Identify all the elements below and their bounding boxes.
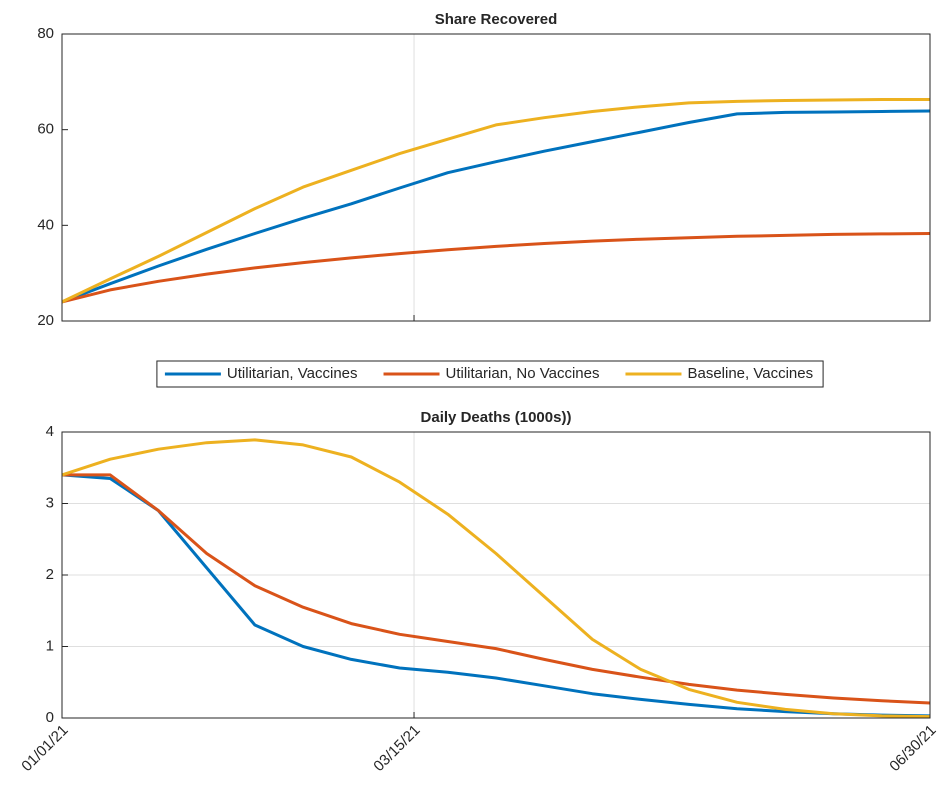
y-tick-label: 40: [37, 216, 54, 233]
chart-title: Share Recovered: [435, 11, 558, 28]
axes-box: [61, 33, 931, 322]
x-tick-label: 06/30/21: [886, 722, 939, 775]
axes-box: [61, 431, 931, 719]
legend-label: Utilitarian, No Vaccines: [446, 365, 600, 382]
series-line: [61, 109, 931, 304]
series-line: [61, 98, 930, 304]
chart-title: Daily Deaths (1000s)): [421, 409, 572, 426]
legend: Utilitarian, Vaccines Utilitarian, No Vac…: [156, 360, 824, 388]
y-tick-label: 60: [37, 121, 54, 138]
x-tick-label: 01/01/21: [18, 722, 71, 775]
y-tick-label: 1: [46, 637, 54, 654]
series-line: [61, 438, 931, 719]
y-tick-label: 2: [46, 566, 54, 583]
y-tick-label: 3: [46, 494, 54, 511]
y-tick-label: 80: [37, 25, 54, 42]
series-line: [62, 473, 931, 705]
x-tick-label: 03/15/21: [370, 722, 423, 775]
legend-label: Utilitarian, Vaccines: [227, 365, 358, 382]
legend-box: [156, 360, 824, 388]
series-line: [61, 473, 931, 718]
y-tick-label: 0: [46, 709, 54, 726]
plot-area: [62, 34, 930, 321]
y-tick-label: 4: [46, 423, 54, 440]
y-tick-label: 20: [37, 312, 54, 329]
legend-label: Baseline, Vaccines: [687, 365, 813, 382]
series-line: [61, 232, 931, 304]
